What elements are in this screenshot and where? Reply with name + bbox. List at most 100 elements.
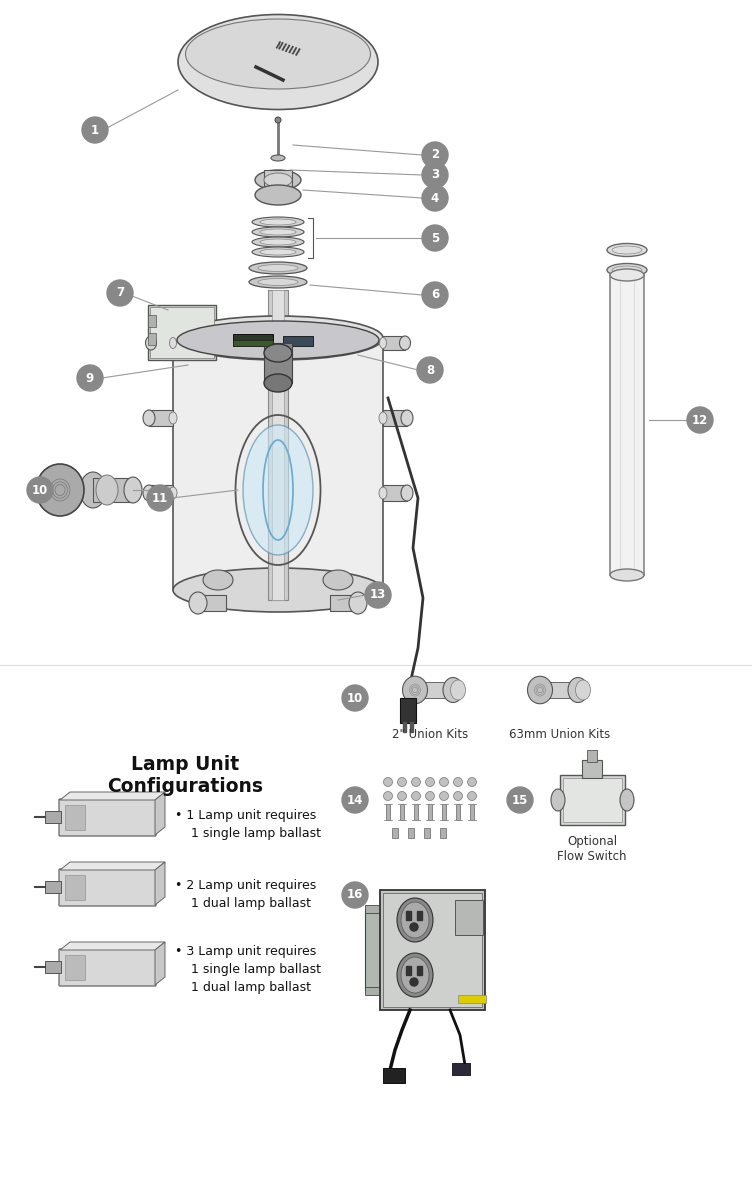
Ellipse shape <box>169 337 177 348</box>
Ellipse shape <box>173 568 383 612</box>
Circle shape <box>342 787 368 814</box>
Ellipse shape <box>450 680 465 700</box>
Bar <box>365 910 381 990</box>
Bar <box>283 336 313 346</box>
Ellipse shape <box>607 264 647 276</box>
Bar <box>264 170 292 194</box>
Circle shape <box>275 116 281 122</box>
Ellipse shape <box>260 248 296 254</box>
Circle shape <box>422 185 448 211</box>
Circle shape <box>365 582 391 608</box>
Ellipse shape <box>402 677 427 703</box>
Circle shape <box>398 792 407 800</box>
Bar <box>415 682 453 698</box>
Circle shape <box>82 116 108 143</box>
Bar <box>540 682 578 698</box>
Bar <box>150 307 214 358</box>
Text: 3: 3 <box>431 168 439 181</box>
Circle shape <box>147 485 173 511</box>
Bar <box>148 305 216 360</box>
Polygon shape <box>155 942 165 985</box>
Ellipse shape <box>575 680 590 700</box>
Text: • 2 Lamp unit requires
    1 dual lamp ballast: • 2 Lamp unit requires 1 dual lamp balla… <box>175 880 317 911</box>
Circle shape <box>687 407 713 433</box>
Ellipse shape <box>397 898 433 942</box>
Text: 14: 14 <box>347 793 363 806</box>
Ellipse shape <box>258 278 298 286</box>
Text: 10: 10 <box>347 691 363 704</box>
Text: 16: 16 <box>347 888 363 901</box>
Circle shape <box>398 778 407 786</box>
Bar <box>587 750 597 762</box>
Ellipse shape <box>323 570 353 590</box>
Ellipse shape <box>189 592 207 614</box>
Bar <box>383 410 407 426</box>
Polygon shape <box>60 942 165 950</box>
Ellipse shape <box>36 464 84 516</box>
Ellipse shape <box>252 227 304 236</box>
Circle shape <box>422 226 448 251</box>
Ellipse shape <box>399 336 411 350</box>
Ellipse shape <box>397 953 433 997</box>
Text: 12: 12 <box>692 414 708 426</box>
Bar <box>233 334 273 346</box>
Ellipse shape <box>260 229 296 235</box>
Circle shape <box>384 778 393 786</box>
Text: 9: 9 <box>86 372 94 384</box>
Circle shape <box>468 778 477 786</box>
Bar <box>417 966 422 974</box>
Text: 1: 1 <box>91 124 99 137</box>
Ellipse shape <box>271 155 285 161</box>
Text: 6: 6 <box>431 288 439 301</box>
Ellipse shape <box>143 410 155 426</box>
Ellipse shape <box>568 678 588 702</box>
Bar <box>383 893 482 1007</box>
Ellipse shape <box>252 236 304 247</box>
Circle shape <box>107 280 133 306</box>
Bar <box>582 760 602 778</box>
Ellipse shape <box>551 790 565 811</box>
Bar <box>400 698 416 722</box>
Bar <box>408 828 414 838</box>
Bar <box>383 336 405 350</box>
Ellipse shape <box>203 570 233 590</box>
Text: 2: 2 <box>431 149 439 162</box>
Bar <box>65 805 85 830</box>
Bar <box>272 290 284 600</box>
Bar <box>264 343 292 383</box>
Circle shape <box>422 162 448 188</box>
Bar <box>440 828 446 838</box>
Bar <box>173 338 383 590</box>
Bar <box>198 595 226 611</box>
Ellipse shape <box>96 475 118 505</box>
Ellipse shape <box>264 173 292 187</box>
Ellipse shape <box>145 336 156 350</box>
Bar <box>386 804 390 820</box>
Circle shape <box>417 358 443 383</box>
Circle shape <box>411 792 420 800</box>
Circle shape <box>384 792 393 800</box>
Polygon shape <box>155 862 165 905</box>
Bar <box>442 804 446 820</box>
Ellipse shape <box>379 412 387 424</box>
Ellipse shape <box>249 262 307 274</box>
Ellipse shape <box>264 374 292 392</box>
Bar <box>151 336 173 350</box>
Text: • 1 Lamp unit requires
    1 single lamp ballast: • 1 Lamp unit requires 1 single lamp bal… <box>175 810 321 840</box>
Circle shape <box>426 792 435 800</box>
Ellipse shape <box>607 244 647 257</box>
Text: 5: 5 <box>431 232 439 245</box>
Bar <box>400 804 404 820</box>
Ellipse shape <box>252 217 304 227</box>
Bar <box>45 811 61 823</box>
Bar <box>417 911 422 920</box>
Bar <box>365 905 381 913</box>
Circle shape <box>342 685 368 710</box>
Bar <box>233 340 273 346</box>
Ellipse shape <box>186 19 371 89</box>
Bar <box>149 410 173 426</box>
Circle shape <box>468 792 477 800</box>
Ellipse shape <box>255 170 301 190</box>
Ellipse shape <box>80 472 106 508</box>
Ellipse shape <box>349 592 367 614</box>
